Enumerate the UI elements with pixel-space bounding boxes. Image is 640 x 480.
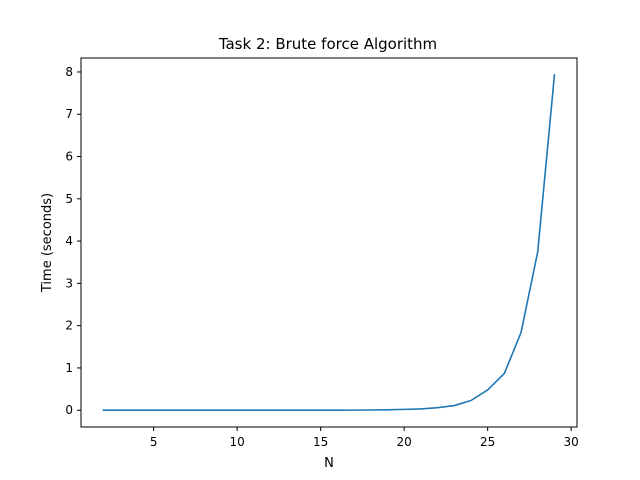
y-tick-label: 2: [65, 319, 73, 333]
series-layer: [102, 74, 556, 412]
y-tick-label: 8: [65, 65, 73, 79]
x-tick-label: 25: [480, 435, 495, 449]
x-tick-label: 5: [150, 435, 158, 449]
series-line: [102, 74, 556, 412]
y-tick-label: 5: [65, 192, 73, 206]
x-axis-ticks: 5 10 15 20 25 30: [150, 427, 579, 449]
x-tick-label: 20: [397, 435, 412, 449]
chart-title: Task 2: Brute force Algorithm: [218, 35, 437, 53]
x-tick-label: 10: [230, 435, 245, 449]
x-tick-label: 30: [564, 435, 579, 449]
y-tick-label: 0: [65, 403, 73, 417]
y-tick-label: 7: [65, 107, 73, 121]
y-tick-label: 1: [65, 361, 73, 375]
x-tick-label: 15: [313, 435, 328, 449]
plot-frame: [80, 57, 578, 428]
y-axis-label: Time (seconds): [40, 193, 55, 293]
y-tick-label: 3: [65, 276, 73, 290]
y-axis-ticks: 0 1 2 3 4 5 6 7 8: [65, 65, 81, 417]
y-tick-label: 4: [65, 234, 73, 248]
y-tick-label: 6: [65, 150, 73, 164]
x-axis-label: N: [324, 456, 334, 471]
